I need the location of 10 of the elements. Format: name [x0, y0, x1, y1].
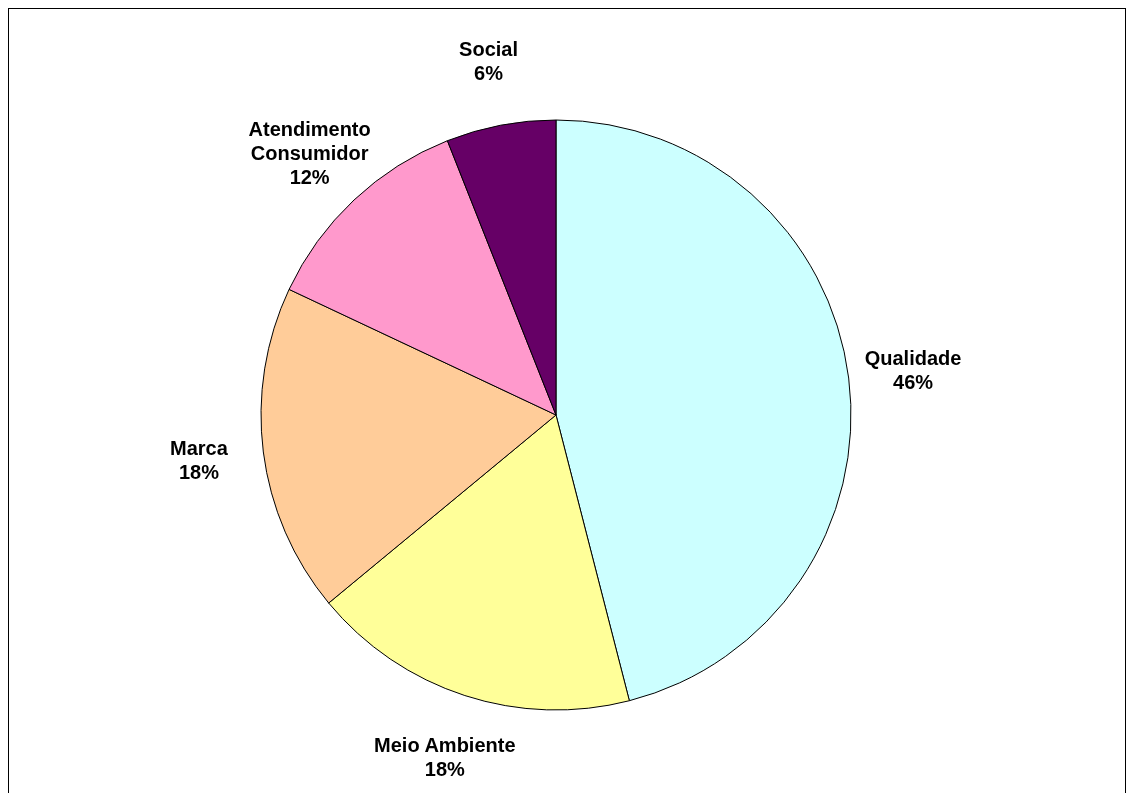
data-label: 18% — [424, 758, 466, 781]
data-label: 6% — [474, 62, 504, 85]
slice-label: Marca — [170, 437, 229, 460]
slice-label: Social — [459, 38, 519, 61]
slice-label: Meio Ambiente — [374, 734, 516, 757]
slice-label: Qualidade — [864, 346, 962, 369]
data-label: 18% — [178, 461, 220, 484]
data-label: 46% — [893, 370, 934, 393]
data-label: 12% — [289, 165, 330, 188]
slice-label: Atendimento Consumidor — [248, 117, 371, 164]
